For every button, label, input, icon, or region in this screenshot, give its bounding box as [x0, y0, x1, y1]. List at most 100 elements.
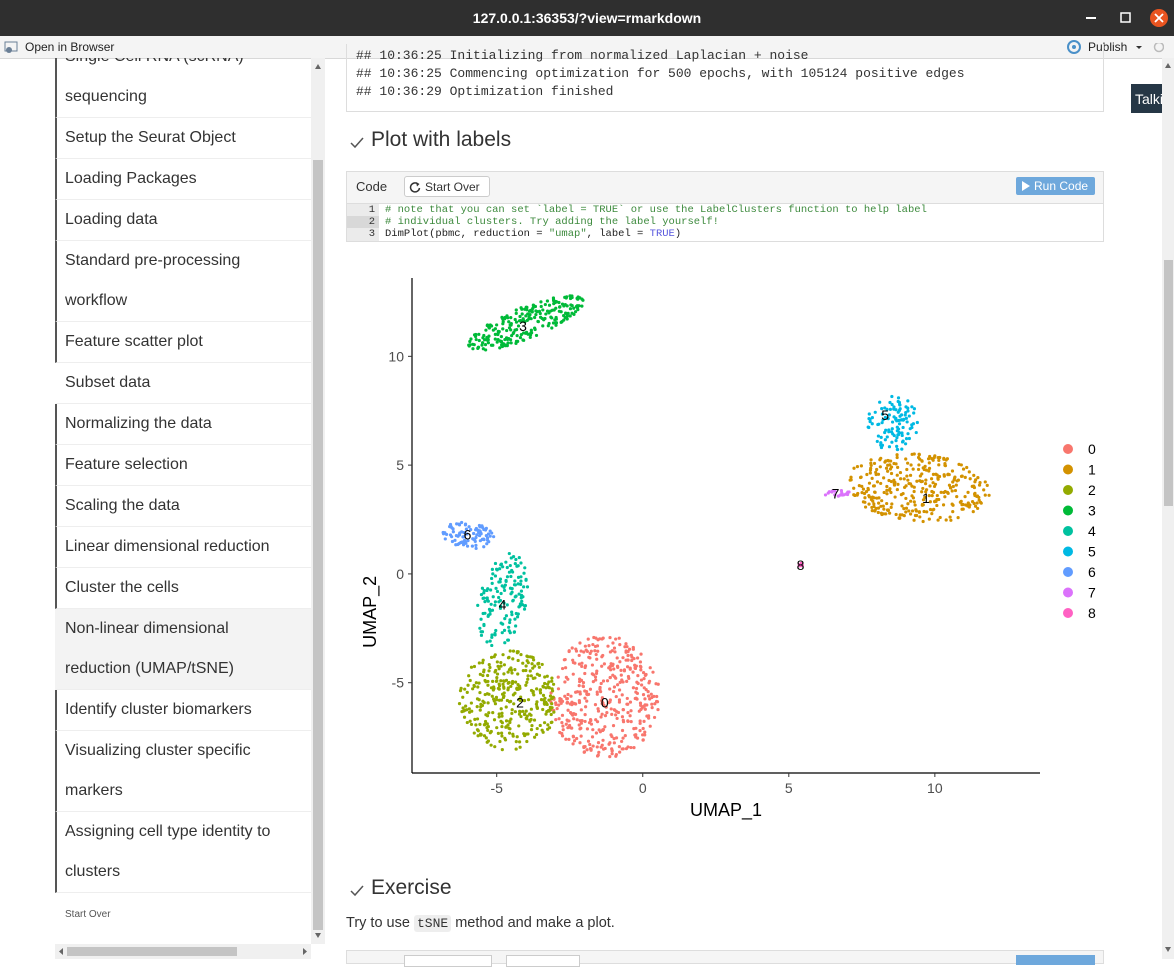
- cell-point: [483, 723, 486, 726]
- cell-point: [969, 477, 972, 480]
- cell-point: [458, 533, 461, 536]
- cell-point: [564, 658, 567, 661]
- cell-point: [585, 700, 588, 703]
- cell-point: [606, 645, 609, 648]
- cell-point: [562, 304, 565, 307]
- cell-point: [561, 714, 564, 717]
- cell-point: [533, 664, 536, 667]
- nav-item[interactable]: Assigning cell type identity to clusters: [55, 812, 311, 893]
- cell-point: [495, 679, 498, 682]
- cell-point: [521, 338, 524, 341]
- sidebar-hscrollbar[interactable]: [55, 944, 311, 959]
- nav-item[interactable]: Visualizing cluster specific markers: [55, 731, 311, 812]
- cell-point: [890, 506, 893, 509]
- nav-item[interactable]: Normalizing the data: [55, 404, 311, 445]
- cell-point: [892, 462, 895, 465]
- nav-item[interactable]: Setup the Seurat Object: [55, 118, 311, 159]
- cell-point: [943, 462, 946, 465]
- nav-item[interactable]: Feature selection: [55, 445, 311, 486]
- cell-point: [614, 713, 617, 716]
- legend-swatch: [1063, 506, 1073, 516]
- cell-point: [613, 647, 616, 650]
- nav-item[interactable]: Subset data: [55, 363, 311, 404]
- cell-point: [891, 420, 894, 423]
- sidebar-scrollbar[interactable]: [311, 58, 325, 944]
- cell-point: [485, 726, 488, 729]
- cell-point: [552, 683, 555, 686]
- cell-point: [498, 715, 501, 718]
- cell-point: [525, 664, 528, 667]
- nav-item[interactable]: Feature scatter plot: [55, 322, 311, 363]
- cell-point: [639, 665, 642, 668]
- cell-point: [538, 666, 541, 669]
- window-title: 127.0.0.1:36353/?view=rmarkdown: [0, 10, 1174, 26]
- cell-point: [882, 504, 885, 507]
- cell-point: [936, 494, 939, 497]
- nav-item[interactable]: Cluster the cells: [55, 568, 311, 609]
- cell-point: [906, 462, 909, 465]
- line-number: 2: [369, 216, 375, 228]
- cell-point: [509, 700, 512, 703]
- cell-point: [578, 678, 581, 681]
- cell-point: [882, 508, 885, 511]
- nav-item[interactable]: Single Cell RNA (scRNA) sequencing: [55, 58, 311, 118]
- cell-point: [585, 648, 588, 651]
- code-panel: Code Start Over Run Code 1# note that yo…: [346, 171, 1104, 242]
- cell-point: [514, 624, 517, 627]
- cell-point: [611, 752, 614, 755]
- cell-point: [964, 476, 967, 479]
- cell-point: [585, 748, 588, 751]
- cell-point: [512, 735, 515, 738]
- open-in-browser[interactable]: Open in Browser: [25, 40, 114, 54]
- cell-point: [596, 644, 599, 647]
- cell-point: [502, 679, 505, 682]
- cell-point: [840, 491, 843, 494]
- cell-point: [880, 513, 883, 516]
- cell-point: [508, 727, 511, 730]
- main-scrollbar[interactable]: [1162, 58, 1174, 959]
- publish-menu[interactable]: [1134, 43, 1164, 53]
- nav-item[interactable]: Loading data: [55, 200, 311, 241]
- cell-point: [640, 683, 643, 686]
- cell-point: [871, 500, 874, 503]
- cell-point: [533, 316, 536, 319]
- legend-swatch: [1063, 465, 1073, 475]
- cell-point: [479, 703, 482, 706]
- cell-point: [860, 464, 863, 467]
- section-heading: Exercise: [371, 876, 452, 900]
- nav-item[interactable]: Standard pre-processing workflow: [55, 241, 311, 322]
- nav-item[interactable]: Scaling the data: [55, 486, 311, 527]
- cell-point: [526, 714, 529, 717]
- cell-point: [489, 588, 492, 591]
- cell-point: [509, 316, 512, 319]
- cell-point: [945, 518, 948, 521]
- cell-point: [550, 706, 553, 709]
- cell-point: [520, 595, 523, 598]
- cell-point: [635, 697, 638, 700]
- cell-point: [490, 644, 493, 647]
- cell-point: [490, 577, 493, 580]
- nav-item[interactable]: Identify cluster biomarkers: [55, 690, 311, 731]
- cell-point: [596, 707, 599, 710]
- cell-point: [501, 653, 504, 656]
- nav-item[interactable]: Linear dimensional reduction: [55, 527, 311, 568]
- cell-point: [650, 703, 653, 706]
- cell-point: [602, 728, 605, 731]
- cell-cloud: [442, 294, 991, 758]
- cell-point: [951, 504, 954, 507]
- start-over-link[interactable]: Start Over: [65, 909, 111, 920]
- cell-point: [521, 312, 524, 315]
- nav-item[interactable]: Loading Packages: [55, 159, 311, 200]
- cell-point: [621, 737, 624, 740]
- cell-point: [606, 679, 609, 682]
- window-controls[interactable]: [1080, 6, 1174, 30]
- nav-item[interactable]: Non-linear dimensional reduction (UMAP/t…: [55, 609, 311, 690]
- cell-point: [492, 535, 495, 538]
- cell-point: [514, 595, 517, 598]
- cell-point: [955, 479, 958, 482]
- cell-point: [550, 721, 553, 724]
- play-icon: [1021, 181, 1031, 191]
- cell-point: [541, 324, 544, 327]
- cell-point: [586, 693, 589, 696]
